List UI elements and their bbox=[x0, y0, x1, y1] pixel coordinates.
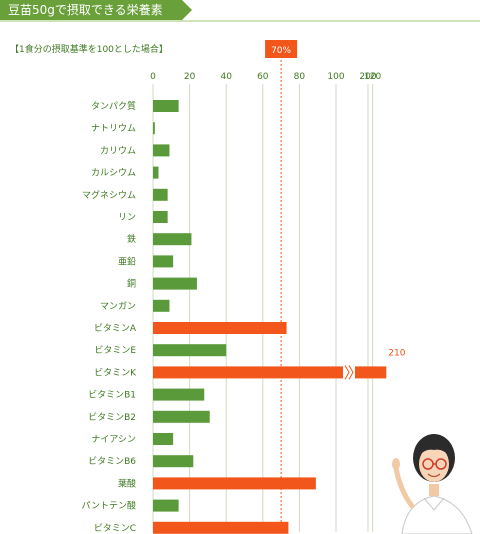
category-label: タンパク質 bbox=[91, 100, 136, 112]
bar bbox=[153, 410, 210, 423]
header-bar: 豆苗50gで摂取できる栄養素 bbox=[0, 0, 192, 20]
category-label: カリウム bbox=[100, 145, 136, 156]
bar-segment bbox=[355, 366, 387, 379]
reference-label: 70% bbox=[271, 46, 291, 56]
category-label: ナイアシン bbox=[91, 434, 136, 445]
bar bbox=[153, 521, 289, 534]
bar bbox=[153, 499, 179, 512]
category-label: 銅 bbox=[127, 278, 136, 290]
category-label: ビタミンB2 bbox=[88, 412, 136, 423]
bar bbox=[153, 366, 343, 379]
data-label: 210 bbox=[388, 348, 405, 358]
category-label: リン bbox=[118, 213, 136, 223]
bar bbox=[153, 433, 174, 445]
bar bbox=[153, 455, 194, 468]
x-tick-label: 120 bbox=[364, 72, 381, 82]
bar bbox=[153, 255, 174, 268]
bar bbox=[153, 166, 159, 179]
x-tick-label: 20 bbox=[184, 72, 196, 82]
bar bbox=[153, 188, 168, 201]
bar bbox=[153, 233, 192, 246]
x-tick-label: 40 bbox=[220, 72, 232, 82]
axis-break-mark bbox=[348, 365, 354, 380]
bar bbox=[153, 100, 179, 112]
bar bbox=[153, 144, 170, 157]
category-label: ビタミンA bbox=[94, 323, 137, 334]
x-tick-label: 60 bbox=[257, 72, 269, 82]
category-label: ビタミンE bbox=[94, 345, 136, 356]
bar bbox=[153, 277, 197, 290]
category-label: ビタミンC bbox=[94, 523, 136, 534]
chart-note: 【1食分の摂取基準を100とした場合】 bbox=[10, 45, 168, 55]
axis-break-mark bbox=[344, 365, 350, 380]
category-label: 亜鉛 bbox=[118, 255, 136, 267]
bar bbox=[153, 122, 155, 135]
category-label: カルシウム bbox=[91, 168, 136, 179]
x-tick-label: 80 bbox=[294, 72, 306, 82]
bar bbox=[153, 477, 316, 490]
category-label: ビタミンB6 bbox=[88, 456, 136, 467]
bar bbox=[153, 299, 170, 312]
category-label: ビタミンB1 bbox=[88, 390, 136, 401]
bar bbox=[153, 388, 205, 401]
bar bbox=[153, 344, 227, 357]
mascot-girl-illustration bbox=[392, 434, 473, 534]
category-label: パントテン酸 bbox=[82, 501, 136, 512]
bar bbox=[153, 211, 168, 223]
header-divider bbox=[0, 20, 480, 22]
category-label: マグネシウム bbox=[82, 189, 136, 201]
page-title: 豆苗50gで摂取できる栄養素 bbox=[8, 3, 163, 17]
x-tick-label: 100 bbox=[327, 72, 344, 82]
bar bbox=[153, 322, 287, 334]
category-label: 鉄 bbox=[127, 233, 136, 245]
category-label: ナトリウム bbox=[91, 123, 136, 134]
category-label: マンガン bbox=[100, 301, 136, 312]
x-tick-label: 200 bbox=[359, 72, 376, 82]
category-label: 葉酸 bbox=[118, 477, 136, 489]
x-tick-label: 0 bbox=[150, 72, 156, 82]
reference-badge bbox=[265, 40, 298, 58]
category-label: ビタミンK bbox=[94, 367, 137, 378]
